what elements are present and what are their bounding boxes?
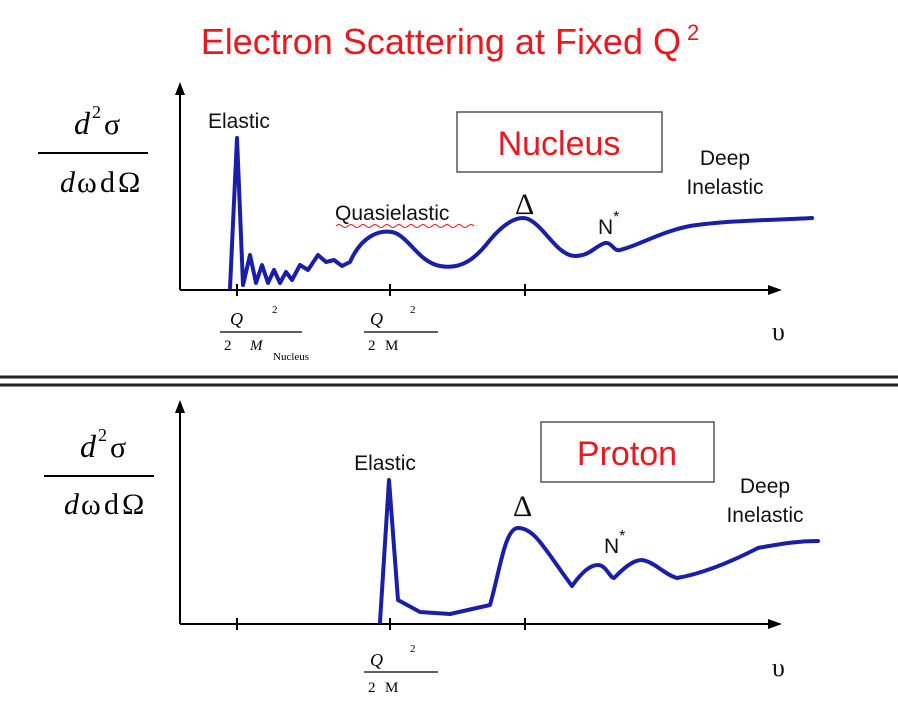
title-text: Electron Scattering at Fixed Q	[201, 21, 681, 62]
ylabel-den-d2: d	[100, 166, 115, 199]
nucleus-label-delta: Δ	[515, 188, 534, 221]
nucleus-box-label: Nucleus	[498, 125, 621, 163]
svg-text:M: M	[385, 680, 398, 696]
svg-text:Q: Q	[370, 650, 383, 670]
nucleus-panel: d 2 σ d ω d Ω Elastic Quasielastic Δ N* …	[38, 82, 814, 363]
proton-label-nstar: N*	[604, 528, 625, 558]
nucleus-y-arrowhead	[175, 82, 185, 95]
nucleus-curve	[228, 136, 814, 290]
proton-label-delta: Δ	[513, 490, 532, 523]
proton-ylabel: d 2 σ d ω d Ω	[44, 425, 154, 521]
proton-label-deep: Deep	[740, 475, 790, 498]
nucleus-ylabel: d 2 σ d ω d Ω	[38, 102, 148, 199]
proton-box	[540, 421, 715, 483]
proton-axes	[175, 400, 782, 630]
svg-text:M: M	[249, 338, 264, 354]
ylabel-num-sigma: σ	[110, 431, 126, 464]
ylabel-den-Omega: Ω	[118, 166, 140, 199]
nucleus-x-arrowhead	[768, 285, 782, 295]
nucleus-label-inelastic: Inelastic	[686, 176, 763, 199]
nucleus-xtick-label-2: Q 2 2 M	[364, 304, 438, 354]
ylabel-den-Omega: Ω	[122, 488, 144, 521]
svg-text:2: 2	[224, 338, 232, 354]
nucleus-label-deep: Deep	[700, 147, 750, 170]
ylabel-num-d: d	[74, 105, 91, 141]
svg-text:2: 2	[368, 680, 376, 696]
svg-text:2: 2	[410, 304, 416, 316]
nucleus-label-elastic: Elastic	[208, 110, 270, 133]
ylabel-num-sigma: σ	[104, 108, 120, 141]
ylabel-num-d: d	[80, 428, 97, 464]
nucleus-axes	[175, 82, 782, 296]
svg-text:Q: Q	[370, 309, 383, 329]
proton-x-arrowhead	[768, 619, 782, 629]
svg-text:Nucleus: Nucleus	[273, 351, 309, 363]
nucleus-box	[456, 111, 663, 173]
ylabel-den-omega: ω	[81, 488, 101, 521]
proton-label-inelastic: Inelastic	[726, 504, 803, 527]
proton-panel: d 2 σ d ω d Ω Elastic Δ N* Deep Inelasti…	[44, 400, 820, 696]
ylabel-den-omega: ω	[77, 166, 97, 199]
ylabel-num-exp: 2	[92, 102, 101, 122]
nucleus-label-quasielastic: Quasielastic	[335, 202, 449, 225]
svg-text:M: M	[385, 338, 398, 354]
proton-xlabel: υ	[772, 653, 785, 682]
nucleus-xlabel: υ	[772, 317, 785, 346]
proton-y-arrowhead	[175, 400, 185, 413]
ylabel-den-d: d	[60, 166, 76, 199]
nucleus-xtick-label-1: Q 2 2 M Nucleus	[220, 304, 309, 363]
ylabel-den-d2: d	[104, 488, 119, 521]
proton-box-label: Proton	[577, 435, 677, 473]
spellcheck-underline	[335, 224, 475, 228]
ylabel-den-d: d	[64, 488, 80, 521]
ylabel-num-exp: 2	[98, 425, 107, 445]
svg-text:2: 2	[368, 338, 376, 354]
title-superscript: 2	[687, 20, 699, 45]
nucleus-label-nstar: N*	[598, 209, 619, 239]
svg-text:2: 2	[410, 643, 416, 655]
svg-text:2: 2	[272, 304, 278, 316]
proton-label-elastic: Elastic	[354, 452, 416, 475]
proton-xtick-label-1: Q 2 2 M	[364, 643, 438, 696]
svg-text:Q: Q	[230, 309, 243, 329]
proton-curve	[378, 478, 820, 624]
